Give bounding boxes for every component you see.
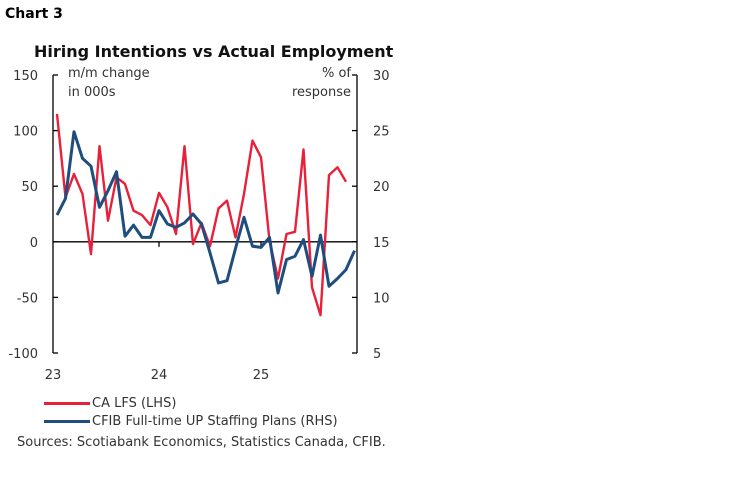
legend-label: CFIB Full-time UP Staffing Plans (RHS): [92, 414, 338, 429]
x-tick-label: 23: [45, 368, 62, 383]
left-tick-label: 50: [21, 180, 38, 195]
left-unit-line1: m/m change: [68, 66, 150, 81]
right-tick-label: 20: [373, 180, 390, 195]
chart-title: Hiring Intentions vs Actual Employment: [34, 42, 394, 61]
right-tick-label: 30: [373, 69, 390, 84]
legend-swatch-red: [44, 402, 90, 405]
x-tick-label: 24: [151, 368, 168, 383]
legend-swatch-blue: [44, 420, 90, 423]
right-tick-label: 25: [373, 125, 390, 140]
series-line-cfib: [55, 130, 356, 295]
sources-note: Sources: Scotiabank Economics, Statistic…: [17, 435, 386, 450]
legend-item-ca-lfs: CA LFS (LHS): [44, 396, 176, 411]
left-tick-label: 0: [30, 236, 38, 251]
right-unit-line1: % of: [322, 66, 351, 81]
legend-item-cfib: CFIB Full-time UP Staffing Plans (RHS): [44, 414, 338, 429]
left-tick-label: 150: [13, 69, 38, 84]
right-unit-line2: response: [292, 85, 351, 100]
left-tick-label: -50: [17, 291, 38, 306]
left-unit-line2: in 000s: [68, 85, 116, 100]
right-tick-label: 10: [373, 291, 390, 306]
series-line-ca-lfs: [55, 113, 348, 317]
left-tick-label: -100: [8, 347, 38, 362]
chart-label: Chart 3: [5, 6, 63, 22]
x-tick-label: 25: [253, 368, 270, 383]
left-tick-label: 100: [13, 125, 38, 140]
right-tick-label: 15: [373, 236, 390, 251]
right-tick-label: 5: [373, 347, 381, 362]
legend-label: CA LFS (LHS): [92, 396, 177, 411]
